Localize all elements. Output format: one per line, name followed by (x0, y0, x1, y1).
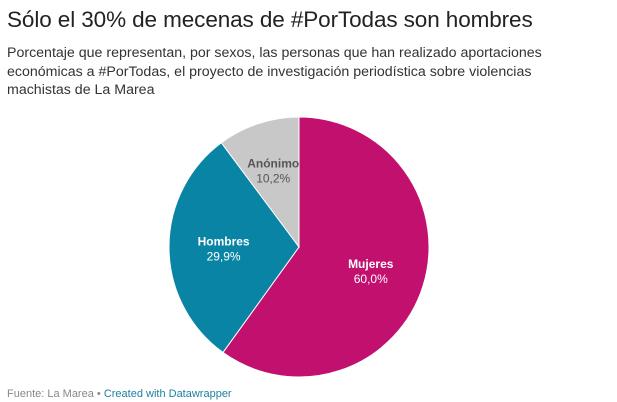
slice-value-anonimo: 10,2% (256, 171, 290, 185)
chart-footer: Fuente: La Marea • Created with Datawrap… (7, 387, 232, 401)
pie-slice-mujeres (222, 116, 430, 378)
chart-subtitle: Porcentaje que representan, por sexos, l… (7, 45, 542, 98)
slice-label-anonimo: Anónimo (247, 156, 299, 170)
footer-separator: • (93, 388, 104, 400)
pie-slice-anonimo (220, 116, 300, 249)
pie-slice-hombres (168, 142, 300, 354)
slice-value-mujeres: 60,0% (354, 272, 388, 286)
chart-title: Sólo el 30% de mecenas de #PorTodas son … (7, 7, 533, 32)
slice-label-mujeres: Mujeres (348, 257, 394, 271)
slice-label-hombres: Hombres (198, 235, 250, 249)
source-note: Fuente: La Marea (7, 388, 94, 400)
datawrapper-credit-link[interactable]: Created with Datawrapper (103, 388, 232, 400)
pie-slices (168, 116, 430, 378)
slice-value-hombres: 29,9% (207, 250, 241, 264)
